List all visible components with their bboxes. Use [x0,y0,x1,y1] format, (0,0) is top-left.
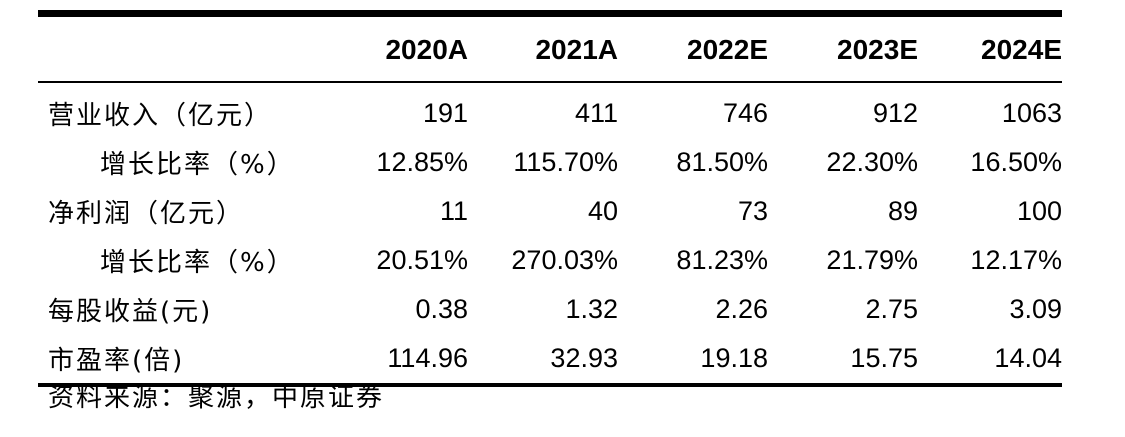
value-cell: 40 [587,196,618,226]
table-row: 增长比率（%） 12.85% 115.70% 81.50% 22.30% 16.50% [38,138,1062,187]
value-cell: 411 [574,98,618,128]
value-cell: 114.96 [387,343,468,373]
table-row: 市盈率(倍) 114.96 32.93 19.18 15.75 14.04 [38,334,1062,383]
value-cell: 1.32 [565,294,618,324]
value-cell: 16.50% [970,147,1062,177]
value-cell: 912 [872,98,918,128]
value-cell: 20.51% [376,245,468,275]
value-cell: 270.03% [511,245,618,275]
value-cell: 81.50% [676,147,768,177]
table-row: 增长比率（%） 20.51% 270.03% 81.23% 21.79% 12.17% [38,236,1062,285]
value-cell: 2.26 [715,294,768,324]
value-cell: 1063 [1001,98,1062,128]
header-cell-label [38,17,318,81]
value-cell: 73 [737,196,768,226]
table-bottom-rule [38,383,1062,387]
row-label: 每股收益(元) [48,297,213,327]
table-row: 营业收入（亿元） 191 411 746 912 1063 [38,83,1062,138]
header-cell-year: 2020A [385,34,468,65]
value-cell: 115.70% [513,147,618,177]
value-cell: 22.30% [826,147,918,177]
value-cell: 0.38 [415,294,468,324]
row-label: 净利润（亿元） [48,199,245,229]
value-cell: 32.93 [550,343,618,373]
row-label: 市盈率(倍) [48,346,185,376]
value-cell: 21.79% [826,245,918,275]
row-label: 增长比率（%） [100,248,295,278]
header-cell-year: 2022E [687,34,768,65]
value-cell: 19.18 [700,343,768,373]
financial-forecast-table-container: 2020A 2021A 2022E 2023E 2024E 营业收入（亿元） 19… [38,10,1062,387]
value-cell: 100 [1016,196,1062,226]
value-cell: 2.75 [865,294,918,324]
header-cell-year: 2023E [837,34,918,65]
value-cell: 81.23% [676,245,768,275]
table-row: 净利润（亿元） 11 40 73 89 100 [38,187,1062,236]
value-cell: 14.04 [994,343,1062,373]
table-row: 每股收益(元) 0.38 1.32 2.26 2.75 3.09 [38,285,1062,334]
value-cell: 15.75 [850,343,918,373]
header-cell-year: 2024E [981,34,1062,65]
value-cell: 11 [439,196,468,226]
value-cell: 89 [887,196,918,226]
table-top-rule [38,10,1062,17]
value-cell: 12.85% [376,147,468,177]
value-cell: 746 [722,98,768,128]
financial-forecast-table: 2020A 2021A 2022E 2023E 2024E 营业收入（亿元） 19… [38,17,1062,383]
header-divider-rule [38,81,1062,83]
value-cell: 3.09 [1009,294,1062,324]
source-note: 资料来源：聚源，中原证券 [48,383,385,413]
value-cell: 191 [422,98,468,128]
table-header-row: 2020A 2021A 2022E 2023E 2024E [38,17,1062,81]
header-cell-year: 2021A [535,34,618,65]
row-label: 营业收入（亿元） [48,101,273,131]
row-label: 增长比率（%） [100,150,295,180]
value-cell: 12.17% [970,245,1062,275]
